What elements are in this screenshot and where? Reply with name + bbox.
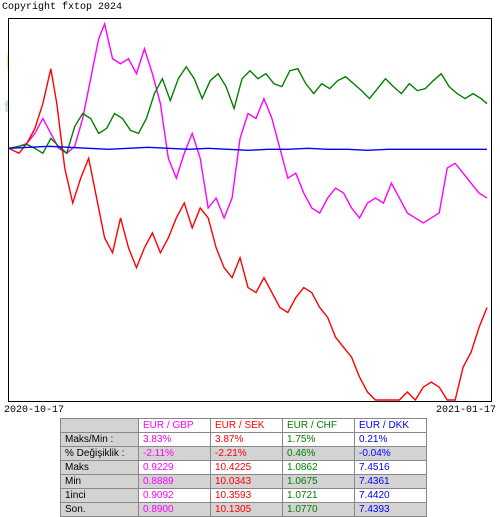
cell: 7.4361 (355, 475, 427, 489)
row-label: Maks/Min : (61, 433, 139, 447)
series-line (9, 24, 487, 223)
row-label: Maks (61, 461, 139, 475)
stats-table: EUR / GBP EUR / SEK EUR / CHF EUR / DKK … (60, 418, 427, 517)
cell: 0.21% (355, 433, 427, 447)
cell: 10.1305 (211, 503, 283, 517)
cell: 0.8889 (139, 475, 211, 489)
col-header-0: EUR / GBP (139, 419, 211, 433)
col-header-1: EUR / SEK (211, 419, 283, 433)
x-axis-end-label: 2021-01-17 (436, 405, 496, 416)
cell: 1.0770 (283, 503, 355, 517)
row-label: Son. (61, 503, 139, 517)
cell: -2.11% (139, 447, 211, 461)
cell: 10.4225 (211, 461, 283, 475)
x-axis-start-label: 2020-10-17 (4, 405, 64, 416)
table-row: Maks/Min : 3.83% 3.87% 1.75% 0.21% (61, 433, 427, 447)
table-row: % Değişiklik : -2.11% -2.21% 0.46% -0.04… (61, 447, 427, 461)
table-row: Maks 0.9229 10.4225 1.0862 7.4516 (61, 461, 427, 475)
table-row: 1inci 0.9092 10.3593 1.0721 7.4420 (61, 489, 427, 503)
table-row: Son. 0.8900 10.1305 1.0770 7.4393 (61, 503, 427, 517)
cell: 10.0343 (211, 475, 283, 489)
row-label: 1inci (61, 489, 139, 503)
series-line (9, 146, 487, 150)
cell: 7.4516 (355, 461, 427, 475)
cell: 10.3593 (211, 489, 283, 503)
cell: 1.0721 (283, 489, 355, 503)
chart-svg (9, 19, 491, 401)
cell: 1.75% (283, 433, 355, 447)
cell: 0.9229 (139, 461, 211, 475)
series-line (9, 67, 487, 154)
row-label: Min (61, 475, 139, 489)
cell: 1.0862 (283, 461, 355, 475)
col-header-2: EUR / CHF (283, 419, 355, 433)
table-header-row: EUR / GBP EUR / SEK EUR / CHF EUR / DKK (61, 419, 427, 433)
table-corner-cell (61, 419, 139, 433)
cell: 3.83% (139, 433, 211, 447)
series-line (9, 69, 487, 400)
copyright-text: Copyright fxtop 2024 (2, 2, 122, 13)
cell: -2.21% (211, 447, 283, 461)
table-row: Min 0.8889 10.0343 1.0675 7.4361 (61, 475, 427, 489)
cell: 7.4420 (355, 489, 427, 503)
cell: 3.87% (211, 433, 283, 447)
cell: 0.46% (283, 447, 355, 461)
col-header-3: EUR / DKK (355, 419, 427, 433)
row-label: % Değişiklik : (61, 447, 139, 461)
cell: 0.9092 (139, 489, 211, 503)
chart-plot-area (8, 18, 492, 402)
cell: 0.8900 (139, 503, 211, 517)
cell: -0.04% (355, 447, 427, 461)
cell: 1.0675 (283, 475, 355, 489)
cell: 7.4393 (355, 503, 427, 517)
